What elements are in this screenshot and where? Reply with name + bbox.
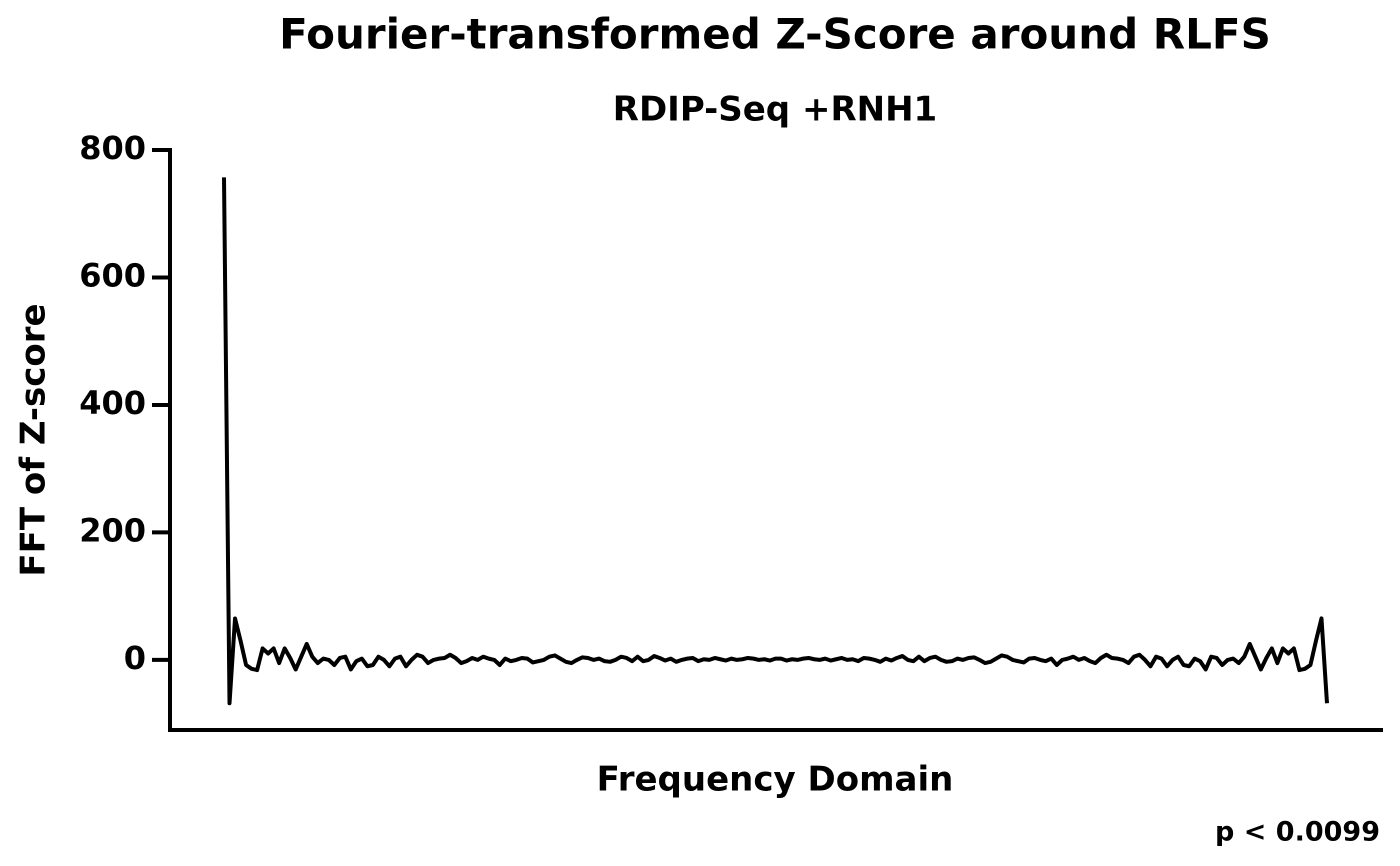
line xyxy=(222,177,1329,706)
y-tick-label: 400 xyxy=(79,384,146,422)
y-tick-label: 200 xyxy=(79,511,146,549)
y-tick-label: 0 xyxy=(124,639,146,677)
x-axis-label: Frequency Domain xyxy=(597,760,954,800)
y-tick-label: 800 xyxy=(79,129,146,167)
p-value-annotation: p < 0.0099 xyxy=(1215,817,1380,848)
y-tick-label: 600 xyxy=(79,256,146,294)
chart-subtitle: RDIP-Seq +RNH1 xyxy=(613,90,937,130)
chart-title: Fourier-transformed Z-Score around RLFS xyxy=(279,10,1271,59)
y-axis-label: FFT of Z-score xyxy=(14,303,54,576)
